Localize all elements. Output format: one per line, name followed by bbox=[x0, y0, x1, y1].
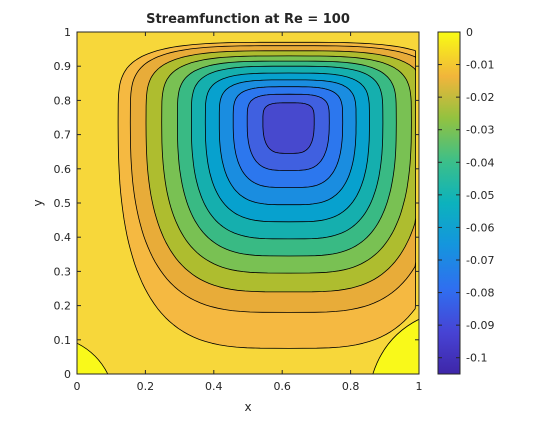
colorbar-tick-label: -0.02 bbox=[466, 91, 494, 104]
x-tick-label: 0.2 bbox=[137, 380, 155, 393]
x-tick-label: 0.6 bbox=[273, 380, 291, 393]
colorbar-tick-label: -0.05 bbox=[466, 189, 494, 202]
x-axis-label: x bbox=[244, 400, 251, 414]
colorbar-tick-label: -0.1 bbox=[466, 352, 487, 365]
colorbar bbox=[437, 31, 461, 375]
plot-area bbox=[77, 32, 419, 374]
x-tick-label: 0.8 bbox=[342, 380, 360, 393]
colorbar-tick-label: -0.03 bbox=[466, 124, 494, 137]
y-tick-label: 0.4 bbox=[54, 231, 72, 244]
y-axis: 0 0.1 0.2 0.3 0.4 0.5 0.6 0.7 0.8 0.9 1 bbox=[54, 26, 419, 381]
chart-title: Streamfunction at Re = 100 bbox=[146, 12, 350, 27]
y-tick-label: 0.1 bbox=[54, 334, 72, 347]
y-tick-label: 0.3 bbox=[54, 265, 72, 278]
y-tick-label: 0.6 bbox=[54, 163, 72, 176]
colorbar-tick-label: -0.01 bbox=[466, 59, 494, 72]
x-tick-label: 1 bbox=[416, 380, 423, 393]
colorbar-axis: 0 -0.01 -0.02 -0.03 -0.04 -0.05 -0.06 -0.07 -0.0… bbox=[438, 26, 494, 365]
contour-level-11 bbox=[262, 102, 315, 154]
y-tick-label: 0.9 bbox=[54, 60, 72, 73]
y-tick-label: 0.8 bbox=[54, 94, 72, 107]
y-tick-label: 0 bbox=[64, 368, 71, 381]
colorbar-tick-label: -0.09 bbox=[466, 319, 494, 332]
x-tick-label: 0 bbox=[74, 380, 81, 393]
y-tick-label: 0.7 bbox=[54, 129, 72, 142]
y-axis-label: y bbox=[31, 199, 45, 206]
colorbar-tick-label: -0.06 bbox=[466, 221, 494, 234]
x-tick-label: 0.4 bbox=[205, 380, 223, 393]
corner-vortex-left bbox=[77, 342, 109, 374]
colorbar-tick-label: -0.04 bbox=[466, 156, 494, 169]
y-tick-label: 0.2 bbox=[54, 300, 72, 313]
colorbar-tick-label: 0 bbox=[466, 26, 473, 39]
colorbar-tick-label: -0.07 bbox=[466, 254, 494, 267]
y-tick-label: 1 bbox=[64, 26, 71, 39]
colorbar-tick-label: -0.08 bbox=[466, 287, 494, 300]
y-tick-label: 0.5 bbox=[54, 197, 72, 210]
x-axis: 0 0.2 0.4 0.6 0.8 1 bbox=[74, 32, 423, 393]
